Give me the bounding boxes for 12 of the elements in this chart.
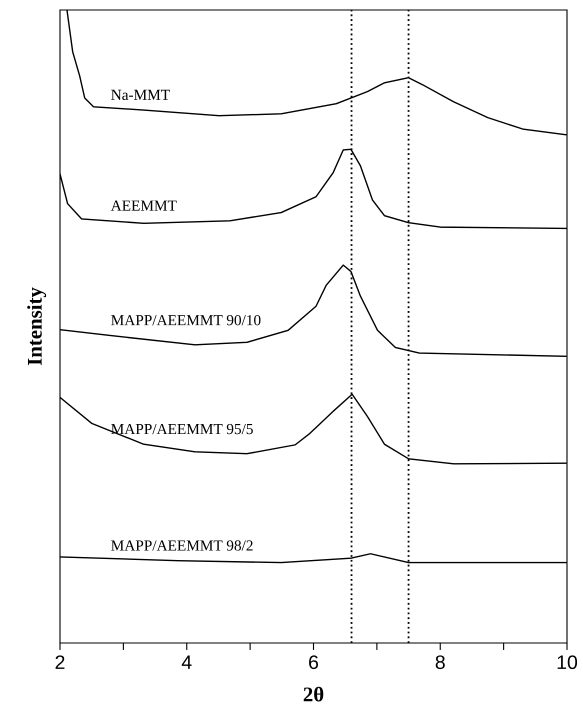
series-label: MAPP/AEEMMT 95/5: [111, 424, 253, 434]
series-label: MAPP/AEEMMT 98/2: [111, 540, 253, 551]
x-tick-label: 6: [309, 655, 318, 670]
x-tick-label: 8: [436, 655, 445, 670]
series-label: AEEMMT: [110, 200, 177, 211]
x-tick-label: 4: [182, 656, 192, 669]
series-label: MAPP/AEEMMT 90/10: [111, 315, 261, 326]
y-axis-title: Intensity: [27, 287, 46, 366]
series-label: Na-MMT: [111, 90, 170, 100]
x-tick-label: 2: [56, 655, 64, 669]
x-tick-label: 10: [558, 655, 578, 670]
x-axis-title: 2θ: [304, 686, 324, 702]
